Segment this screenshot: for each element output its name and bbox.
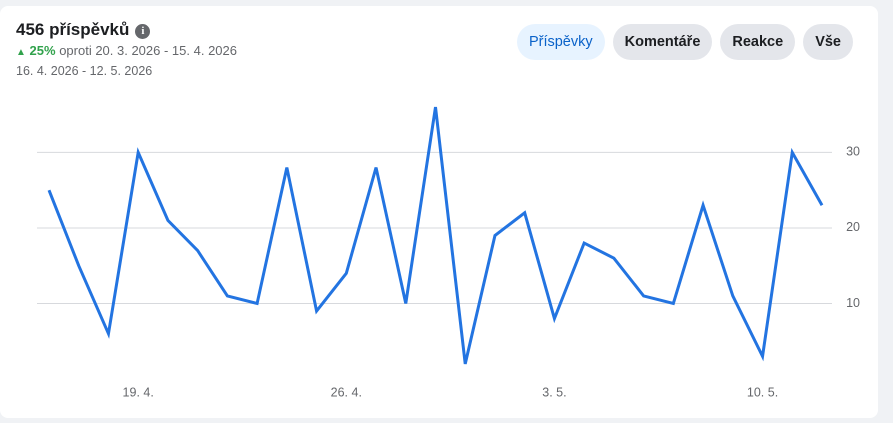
date-range: 16. 4. 2026 - 12. 5. 2026 (16, 64, 153, 78)
y-tick-label: 20 (846, 220, 860, 234)
card: 456 příspěvků i ▲ 25% oproti 20. 3. 2026 … (0, 6, 878, 418)
tab[interactable]: Příspěvky (516, 24, 605, 60)
chart: 10 20 30 19. 4. 26. 4. 3. 5. 10. 5. (37, 106, 860, 399)
comparison-text: oproti 20. 3. 2026 - 15. 4. 2026 (59, 43, 237, 58)
comparison: ▲ 25% oproti 20. 3. 2026 - 15. 4. 2026 (16, 43, 237, 58)
line (47, 106, 824, 365)
tab[interactable]: Reakce (720, 24, 796, 60)
x-tick-label: 26. 4. (331, 385, 362, 399)
tabs: Příspěvky Komentáře Reakce Vše (516, 24, 853, 60)
tab[interactable]: Komentáře (612, 24, 713, 60)
info-icon[interactable]: i (135, 24, 151, 39)
x-tick-label: 10. 5. (747, 385, 778, 399)
x-tick-label: 3. 5. (542, 385, 566, 399)
x-tick-label: 19. 4. (123, 385, 154, 399)
change: 25% (29, 43, 56, 58)
tab[interactable]: Vše (803, 24, 853, 60)
y-tick-label: 10 (846, 296, 860, 310)
y-tick-label: 30 (846, 145, 860, 159)
title-row: 456 příspěvků i (16, 20, 151, 40)
title: 456 příspěvků (16, 20, 130, 39)
